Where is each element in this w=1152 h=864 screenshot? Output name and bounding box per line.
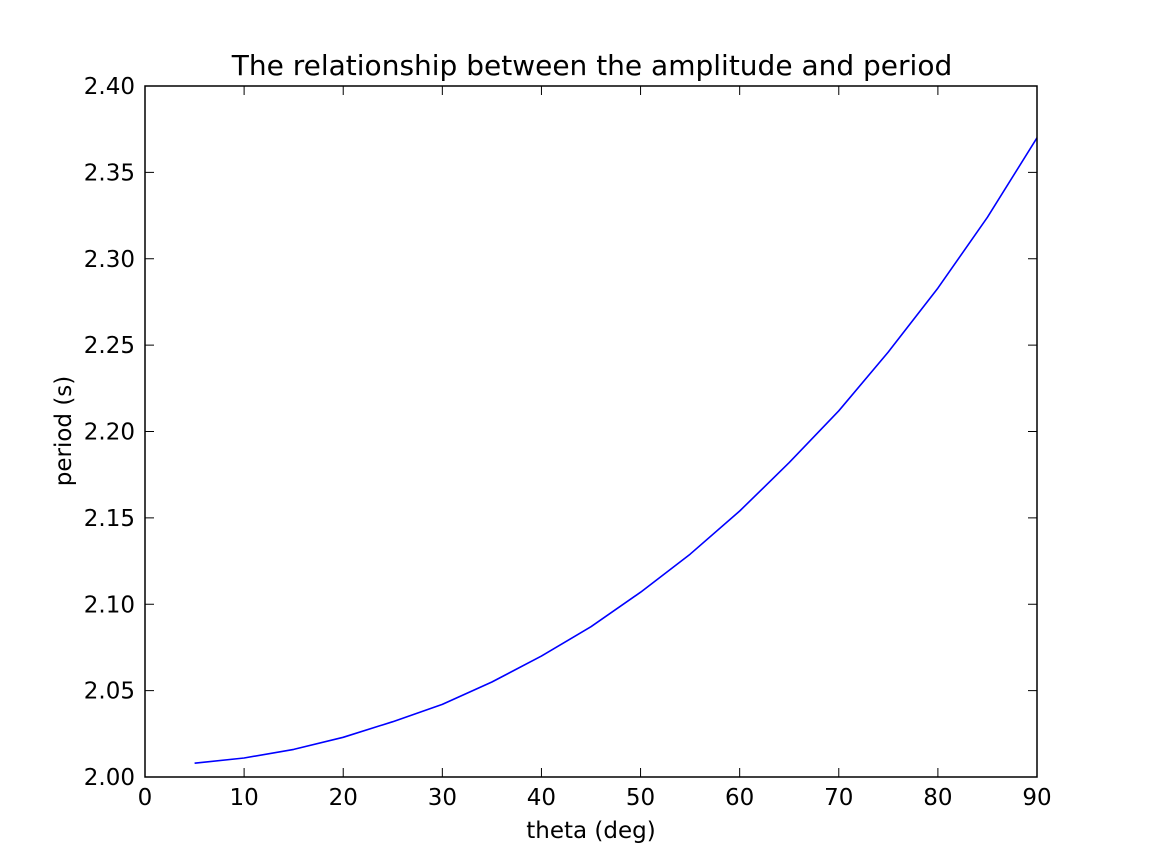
x-tick-label: 60 bbox=[725, 785, 754, 811]
series-layer bbox=[194, 137, 1038, 764]
y-axis-label: period (s) bbox=[51, 376, 77, 487]
y-tick-label: 2.25 bbox=[84, 333, 135, 359]
x-tick-label: 90 bbox=[1022, 785, 1051, 811]
y-tick-label: 2.10 bbox=[84, 592, 135, 618]
y-tick-label: 2.15 bbox=[84, 506, 135, 532]
y-tick-label: 2.00 bbox=[84, 765, 135, 791]
x-tick-label: 50 bbox=[626, 785, 655, 811]
x-tick-label: 40 bbox=[527, 785, 556, 811]
y-tick-label: 2.30 bbox=[84, 247, 135, 273]
x-tick-label: 70 bbox=[824, 785, 853, 811]
chart-title: The relationship between the amplitude a… bbox=[231, 49, 952, 82]
x-tick-label: 10 bbox=[229, 785, 258, 811]
x-tick-label: 0 bbox=[138, 785, 153, 811]
y-tick-label: 2.35 bbox=[84, 160, 135, 186]
y-tick-label: 2.20 bbox=[84, 420, 135, 446]
x-tick-label: 20 bbox=[329, 785, 358, 811]
plot-frame bbox=[144, 85, 1038, 778]
ticks-layer: 0 10 20 30 40 50 60 70 80 90 2.00 2.05 2.10 2.15 2.20 2… bbox=[84, 74, 1052, 811]
x-axis-label: theta (deg) bbox=[526, 818, 655, 844]
series-line-1 bbox=[194, 137, 1038, 764]
x-tick-label: 30 bbox=[428, 785, 457, 811]
y-tick-label: 2.40 bbox=[84, 74, 135, 100]
y-tick-label: 2.05 bbox=[84, 679, 135, 705]
x-tick-label: 80 bbox=[923, 785, 952, 811]
